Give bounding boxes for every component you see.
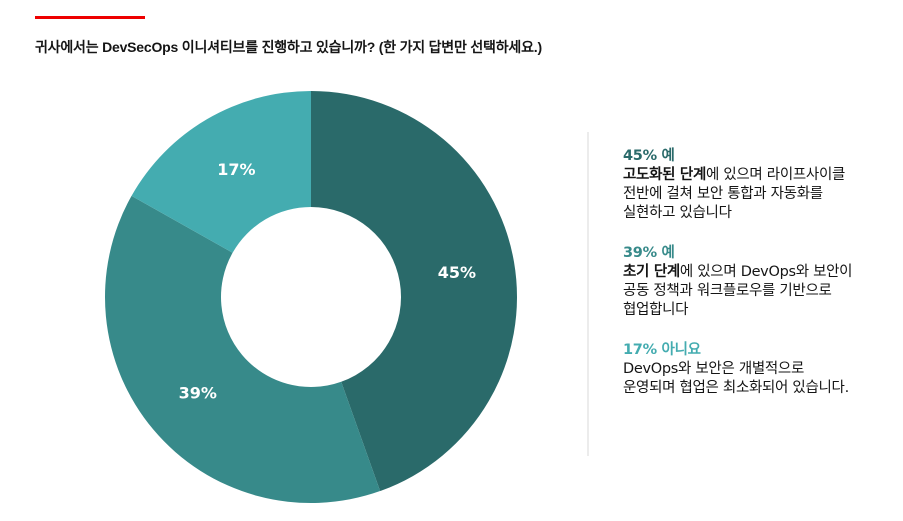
donut-slice bbox=[104, 195, 381, 503]
slice-percent-label: 45% bbox=[438, 263, 476, 282]
donut-slice bbox=[311, 91, 517, 492]
slice-percent-label: 17% bbox=[217, 160, 255, 179]
legend-text: 전반에 걸쳐 보안 통합과 자동화를 bbox=[623, 186, 823, 202]
legend-bold-text: 고도화된 단계 bbox=[623, 167, 706, 183]
donut-chart: 45% 39% 17% bbox=[104, 91, 517, 503]
legend-bold-text: 초기 단계 bbox=[623, 264, 680, 280]
legend-heading: 45% 예 bbox=[623, 148, 675, 164]
legend-heading: 17% 아니요 bbox=[623, 342, 701, 358]
legend-divider bbox=[587, 132, 589, 456]
legend-text: 협업합니다 bbox=[623, 302, 689, 318]
legend-text: DevOps와 보안은 개별적으로 bbox=[623, 361, 805, 377]
legend-description: DevOps와 보안은 개별적으로 운영되며 협업은 최소화되어 있습니다. bbox=[623, 360, 898, 398]
chart-title: 귀사에서는 DevSecOps 이니셔티브를 진행하고 있습니까? (한 가지 … bbox=[35, 39, 542, 55]
legend-description: 고도화된 단계에 있으며 라이프사이클 전반에 걸쳐 보안 통합과 자동화를 실… bbox=[623, 166, 898, 223]
legend-text: 실현하고 있습니다 bbox=[623, 205, 732, 221]
donut-slice bbox=[131, 91, 311, 253]
legend-item-early: 39% 예 초기 단계에 있으며 DevOps와 보안이 공동 정책과 워크플로… bbox=[623, 244, 898, 320]
legend-heading: 39% 예 bbox=[623, 245, 675, 261]
legend-description: 초기 단계에 있으며 DevOps와 보안이 공동 정책과 워크플로우를 기반으… bbox=[623, 263, 898, 320]
legend-text: 공동 정책과 워크플로우를 기반으로 bbox=[623, 283, 832, 299]
slice-percent-label: 39% bbox=[179, 383, 217, 402]
legend-text: 에 있으며 DevOps와 보안이 bbox=[679, 264, 853, 280]
legend: 45% 예 고도화된 단계에 있으며 라이프사이클 전반에 걸쳐 보안 통합과 … bbox=[623, 147, 898, 419]
legend-text: 운영되며 협업은 최소화되어 있습니다. bbox=[623, 380, 849, 396]
legend-item-advanced: 45% 예 고도화된 단계에 있으며 라이프사이클 전반에 걸쳐 보안 통합과 … bbox=[623, 147, 898, 223]
legend-item-no: 17% 아니요 DevOps와 보안은 개별적으로 운영되며 협업은 최소화되어… bbox=[623, 341, 898, 398]
legend-text: 에 있으며 라이프사이클 bbox=[706, 167, 846, 183]
red-accent-rule bbox=[35, 16, 145, 19]
